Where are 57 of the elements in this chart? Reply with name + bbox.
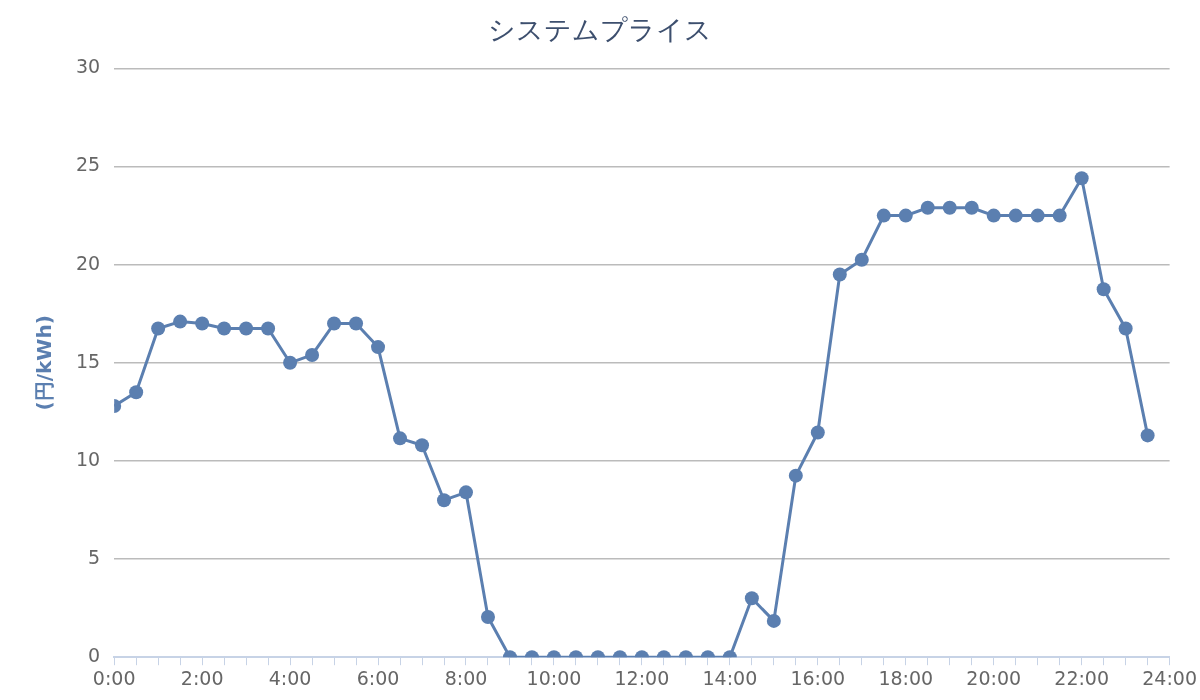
point — [437, 493, 451, 508]
point — [810, 425, 825, 440]
point — [898, 208, 913, 223]
point — [1074, 171, 1089, 186]
x-tick-label: 18:00 — [878, 666, 934, 689]
point — [788, 468, 803, 483]
x-tick-label: 22:00 — [1054, 666, 1110, 689]
point — [173, 314, 188, 329]
x-tick-label: 8:00 — [444, 666, 488, 689]
point — [920, 200, 935, 215]
point — [832, 267, 847, 282]
point — [1140, 428, 1155, 443]
y-tick-label: 5 — [88, 546, 101, 568]
y-tick-label: 0 — [88, 644, 101, 667]
point — [327, 316, 342, 331]
point — [458, 485, 473, 500]
point — [1008, 208, 1023, 223]
x-tick-label: 4:00 — [268, 666, 312, 689]
point — [349, 316, 364, 331]
point — [261, 321, 276, 336]
point — [480, 609, 495, 624]
x-tick-label: 12:00 — [614, 666, 670, 689]
y-tick-label: 15 — [75, 349, 101, 372]
point — [854, 252, 869, 267]
x-tick-label: 24:00 — [1142, 666, 1198, 689]
x-tick-label: 6:00 — [356, 666, 400, 689]
y-axis-title: (円/kWh) — [32, 315, 57, 411]
point — [986, 208, 1001, 223]
x-tick-label: 20:00 — [966, 666, 1022, 689]
point — [1096, 282, 1111, 297]
point — [876, 208, 891, 223]
point — [151, 321, 166, 336]
point — [964, 200, 979, 215]
point — [371, 340, 386, 355]
x-tick-label: 10:00 — [526, 666, 582, 689]
point — [195, 316, 210, 331]
point — [129, 385, 144, 400]
y-tick-label: 20 — [75, 251, 101, 274]
point — [415, 438, 430, 453]
point — [1052, 208, 1067, 223]
x-tick-label: 14:00 — [702, 666, 758, 689]
point — [1030, 208, 1045, 223]
point — [1118, 321, 1133, 336]
point — [766, 613, 781, 628]
point — [217, 321, 232, 336]
chart-title: システムプライス — [488, 15, 712, 46]
point — [305, 347, 320, 362]
point — [942, 200, 957, 215]
x-tick-label: 2:00 — [180, 666, 224, 689]
y-tick-label: 25 — [75, 153, 101, 176]
y-tick-label: 30 — [75, 55, 101, 78]
point — [239, 321, 254, 336]
point — [283, 355, 298, 370]
x-tick-label: 16:00 — [790, 666, 846, 689]
x-tick-label: 0:00 — [92, 666, 136, 689]
y-tick-label: 10 — [75, 447, 101, 470]
point — [393, 431, 408, 446]
